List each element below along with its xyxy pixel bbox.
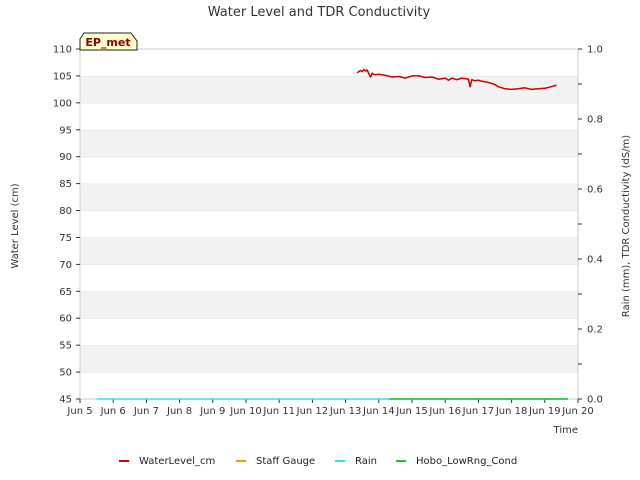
grid-band xyxy=(80,318,578,346)
grid-band xyxy=(80,264,578,292)
y-tick-label: 75 xyxy=(59,233,72,244)
y-tick-label: 65 xyxy=(59,287,72,298)
y2-axis-title: Rain (mm), TDR Conductivity (dS/m) xyxy=(621,135,632,317)
grid-band xyxy=(80,75,578,103)
plot-background-bands xyxy=(80,48,578,399)
x-axis-title: Time xyxy=(553,425,578,436)
y-tick-label: 60 xyxy=(59,314,72,325)
site-badge-label: EP_met xyxy=(85,36,130,49)
y-tick-label: 85 xyxy=(59,179,72,190)
chart-title: Water Level and TDR Conductivity xyxy=(208,5,431,20)
y-tick-label: 45 xyxy=(59,395,72,406)
x-tick-label: Jun 20 xyxy=(561,406,594,417)
x-tick-label: Jun 6 xyxy=(100,406,126,417)
x-tick-label: Jun 5 xyxy=(66,406,92,417)
x-tick-label: Jun 13 xyxy=(329,406,362,417)
series-line-waterlevel-cm xyxy=(356,68,557,91)
grid-band xyxy=(80,183,578,211)
grid-band xyxy=(80,156,578,184)
x-tick-label: Jun 12 xyxy=(296,406,329,417)
x-tick-label: Jun 19 xyxy=(528,406,561,417)
y-tick-label: 55 xyxy=(59,341,72,352)
y-tick-label: 50 xyxy=(59,368,72,379)
grid-band xyxy=(80,237,578,265)
y-axis-title: Water Level (cm) xyxy=(10,183,21,268)
y-tick-label: 105 xyxy=(53,71,72,82)
grid-band xyxy=(80,102,578,130)
x-axis: Jun 5 Jun 6 Jun 7 Jun 8 Jun 9 Jun 10 Jun 11 Jun… xyxy=(66,399,594,417)
y2-tick-label: 0.0 xyxy=(587,395,603,406)
y2-tick-label: 0.4 xyxy=(587,255,603,266)
x-tick-label: Jun 14 xyxy=(362,406,395,417)
x-tick-label: Jun 17 xyxy=(462,406,495,417)
x-tick-label: Jun 16 xyxy=(428,406,461,417)
grid-band xyxy=(80,372,578,399)
grid-band xyxy=(80,49,578,76)
legend-label-hobo-lowrng-cond: Hobo_LowRng_Cond xyxy=(416,456,517,467)
y-tick-label: 100 xyxy=(53,98,72,109)
series-lines xyxy=(96,68,568,400)
x-tick-label: Jun 15 xyxy=(395,406,428,417)
legend-label-rain: Rain xyxy=(355,456,377,467)
grid-band xyxy=(80,345,578,373)
y-tick-label: 90 xyxy=(59,152,72,163)
grid-band xyxy=(80,210,578,238)
y-tick-label: 70 xyxy=(59,260,72,271)
y2-tick-label: 0.2 xyxy=(587,325,603,336)
x-tick-label: Jun 8 xyxy=(166,406,192,417)
y2-tick-label: 1.0 xyxy=(587,45,603,56)
x-tick-label: Jun 9 xyxy=(199,406,225,417)
legend-label-waterlevel-cm: WaterLevel_cm xyxy=(139,456,215,467)
grid-band xyxy=(80,291,578,319)
site-badge: EP_met xyxy=(79,32,138,51)
y-tick-label: 95 xyxy=(59,125,72,136)
site-badge-box xyxy=(79,32,138,51)
x-tick-label: Jun 10 xyxy=(229,406,262,417)
y-tick-label: 80 xyxy=(59,206,72,217)
y-axis-right: 0.0 0.2 0.4 0.6 0.8 1.0 xyxy=(578,45,603,406)
y-axis-left: 45 50 55 60 65 70 75 80 85 90 95 100 105 110 xyxy=(53,45,80,406)
x-tick-label: Jun 11 xyxy=(262,406,295,417)
legend: WaterLevel_cm Staff Gauge Rain Hobo_LowRng_… xyxy=(119,456,517,467)
legend-label-staff-gauge: Staff Gauge xyxy=(256,456,315,467)
y-tick-label: 110 xyxy=(53,45,72,56)
y2-tick-label: 0.6 xyxy=(587,185,603,196)
x-tick-label: Jun 7 xyxy=(133,406,159,417)
y2-tick-label: 0.8 xyxy=(587,115,603,126)
x-tick-label: Jun 18 xyxy=(495,406,528,417)
grid-band xyxy=(80,129,578,157)
